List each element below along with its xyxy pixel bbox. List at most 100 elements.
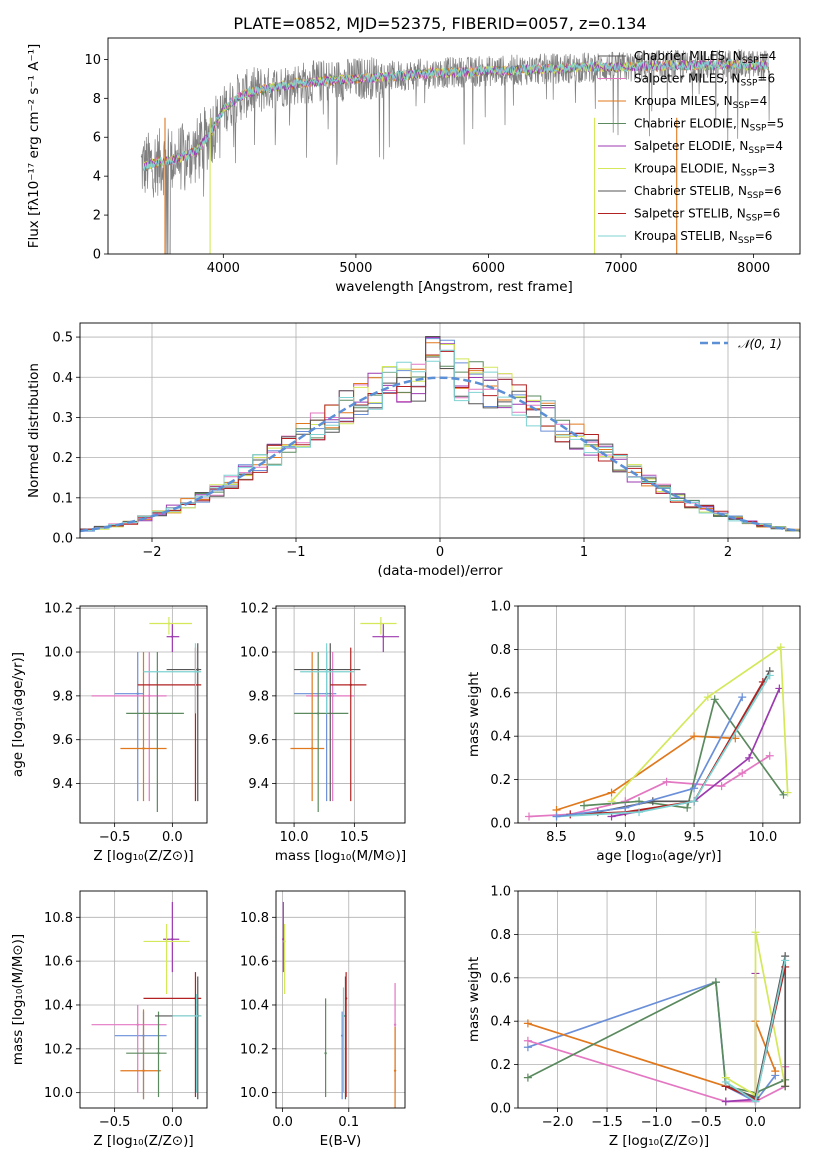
massweight_vs_age-marker-k_elodie (703, 693, 712, 702)
spectrum-ytick-label: 0 (93, 248, 101, 263)
age_vs_mass-xtick-label: 10.5 (340, 830, 369, 845)
massweight_vs_age-marker-k_miles (690, 732, 699, 741)
residuals-xlabel: (data-model)/error (377, 563, 503, 579)
massweight_vs_age-ytick-label: 0.8 (490, 643, 511, 658)
mass_vs_Z-point-s_miles (136, 1023, 139, 1026)
age_vs_Z-ytick-label: 10.2 (44, 602, 73, 617)
residuals-xtick-label: 0 (436, 545, 444, 560)
mass_vs_ebv-panel: 0.0 0.1 10.0 10.2 10.4 10.6 10.8 E(B-V) (240, 890, 406, 1149)
massweight_vs_age-marker-k_elodie (607, 797, 616, 806)
age_vs_mass-ytick-label: 9.8 (248, 689, 269, 704)
spectrum-xtick-label: 5000 (339, 261, 372, 276)
spectrum-ytick-label: 2 (93, 209, 101, 224)
mass_vs_ebv-ytick-label: 10.0 (240, 1086, 269, 1101)
age_vs_mass-frame (275, 605, 406, 824)
residuals-frame (79, 322, 801, 539)
age_vs_mass-ytick-label: 9.6 (248, 733, 269, 748)
mass_vs_ebv-ytick-label: 10.8 (240, 911, 269, 926)
massweight_vs_age-marker-k_stelib (690, 797, 699, 806)
massweight_vs_Z-marker-k_stelib (751, 1097, 760, 1106)
spectrum-model-k_stelib (143, 58, 769, 171)
mass_vs_ebv-frame (275, 890, 406, 1109)
age_vs_mass-plot-area (290, 616, 399, 813)
age_vs_Z-xlabel: Z [log₁₀(Z/Z⊙)] (93, 848, 193, 864)
age_vs_Z-ytick-label: 9.4 (52, 777, 73, 792)
legend-label: Chabrier STELIB, NSSP=6 (634, 184, 782, 201)
mass_vs_ebv-point-s_elodie (282, 938, 285, 941)
massweight_vs_Z-marker-c_elodie (711, 978, 720, 987)
mass_vs_ebv-xtick-label: 0.1 (338, 1115, 359, 1130)
mass_vs_ebv-ytick-label: 10.6 (240, 955, 269, 970)
age_vs_mass-point-k_elodie (379, 622, 383, 625)
age_vs_mass-ytick-label: 9.4 (248, 777, 269, 792)
mass_vs_Z-xlabel: Z [log₁₀(Z/Z⊙)] (93, 1133, 193, 1149)
spectrum-xtick-label: 4000 (207, 261, 240, 276)
residuals-ytick-label: 0.5 (52, 331, 73, 346)
massweight_vs_age-marker-c_miles (621, 803, 630, 812)
spectrum-xtick-label: 8000 (737, 261, 770, 276)
massweight_vs_Z-xtick-label: 0.0 (745, 1115, 766, 1130)
massweight_vs_age-xtick-label: 10.0 (748, 830, 777, 845)
massweight_vs_age-series-k_elodie (610, 645, 789, 802)
massweight_vs_age-marker-s_miles (717, 782, 726, 791)
massweight_vs_age-marker-s_elodie (745, 753, 754, 762)
spectrum-panel: 4000 5000 6000 7000 8000 0 2 4 6 8 10 wavelength [A… (26, 37, 801, 295)
gaussian-legend-label: 𝒩(0, 1) (738, 337, 782, 351)
age_vs_Z-point-s_miles (148, 694, 151, 698)
massweight_vs_age-xtick-label: 9.5 (684, 830, 705, 845)
massweight_vs_age-marker-c_miles (552, 812, 561, 821)
mass_vs_Z-point-c_elodie (157, 1052, 160, 1055)
legend-label: Salpeter ELODIE, NSSP=4 (634, 139, 783, 156)
massweight_vs_age-ytick-label: 1.0 (490, 600, 511, 615)
massweight_vs_Z-ytick-label: 0.6 (490, 971, 511, 986)
mass_vs_ebv-ytick-label: 10.4 (240, 998, 269, 1013)
massweight_vs_Z-marker-k_miles (771, 1067, 780, 1076)
mass_vs_Z-ytick-label: 10.8 (44, 911, 73, 926)
spectrum-xtick-label: 7000 (604, 261, 637, 276)
legend-label: Chabrier ELODIE, NSSP=5 (634, 117, 784, 134)
mass_vs_Z-panel: −0.5 0.0 10.0 10.2 10.4 10.6 10.8 Z [log₁₀(Z/Z⊙… (10, 890, 208, 1149)
massweight_vs_age-marker-s_miles (765, 751, 774, 760)
massweight_vs_age-marker-c_elodie (683, 803, 692, 812)
spectrum-xlabel: wavelength [Angstrom, rest frame] (335, 279, 573, 295)
massweight_vs_age-frame (517, 605, 801, 824)
massweight_vs_age-marker-s_miles (525, 812, 534, 821)
mass_vs_Z-plot-area (91, 901, 202, 1100)
residuals-ylabel: Normed distribution (26, 363, 42, 498)
massweight_vs_age-marker-s_miles (738, 769, 747, 778)
massweight_vs_Z-series-c_miles (527, 980, 776, 1103)
mass_vs_Z-point-k_miles (142, 1069, 145, 1072)
massweight_vs_Z-ytick-label: 0.0 (490, 1102, 511, 1117)
residuals-ytick-label: 0.0 (52, 532, 73, 547)
spectrum-frame (107, 37, 801, 255)
massweight_vs_age-marker-c_miles (738, 693, 747, 702)
mass_vs_ebv-point-c_elodie (324, 1052, 327, 1055)
residuals-xtick-label: 2 (724, 545, 732, 560)
massweight_vs_age-series-s_stelib (570, 681, 764, 816)
spectrum-plot-area (140, 49, 770, 254)
residuals-xtick-label: 1 (580, 545, 588, 560)
spectrum-ytick-label: 10 (84, 53, 101, 68)
massweight_vs_age-ytick-label: 0.2 (490, 773, 511, 788)
mass_vs_Z-ytick-label: 10.2 (44, 1042, 73, 1057)
mass_vs_Z-frame (79, 890, 208, 1109)
spectrum-ytick-label: 4 (93, 170, 101, 185)
age_vs_Z-point-s_elodie (171, 635, 174, 638)
massweight_vs_age-panel: 8.5 9.0 9.5 10.0 0.0 0.2 0.4 0.6 0.8 1.0 age [log₁… (466, 600, 801, 864)
massweight_vs_age-xlabel: age [log₁₀(age/yr)] (596, 848, 721, 864)
age_vs_Z-xtick-label: −0.5 (99, 830, 131, 845)
massweight_vs_age-plot-area (525, 643, 792, 821)
age_vs_Z-point-k_elodie (167, 622, 171, 625)
age_vs_Z-ytick-label: 10.0 (44, 646, 73, 661)
age_vs_mass-xtick-label: 10.0 (280, 830, 309, 845)
massweight_vs_age-marker-c_elodie (779, 790, 788, 799)
age_vs_mass-point-s_miles (331, 694, 334, 698)
spectrum-legend: Chabrier MILES, NSSP=4 Salpeter MILES, NS… (598, 49, 784, 246)
massweight_vs_Z-marker-k_miles (523, 1019, 532, 1028)
massweight_vs_age-xtick-label: 8.5 (546, 830, 567, 845)
age_vs_mass-ytick-label: 10.2 (240, 602, 269, 617)
massweight_vs_age-series-k_stelib (556, 674, 771, 818)
massweight_vs_age-marker-c_elodie (580, 801, 589, 810)
massweight_vs_age-marker-s_miles (662, 777, 671, 786)
legend-label: Kroupa STELIB, NSSP=6 (634, 229, 772, 246)
